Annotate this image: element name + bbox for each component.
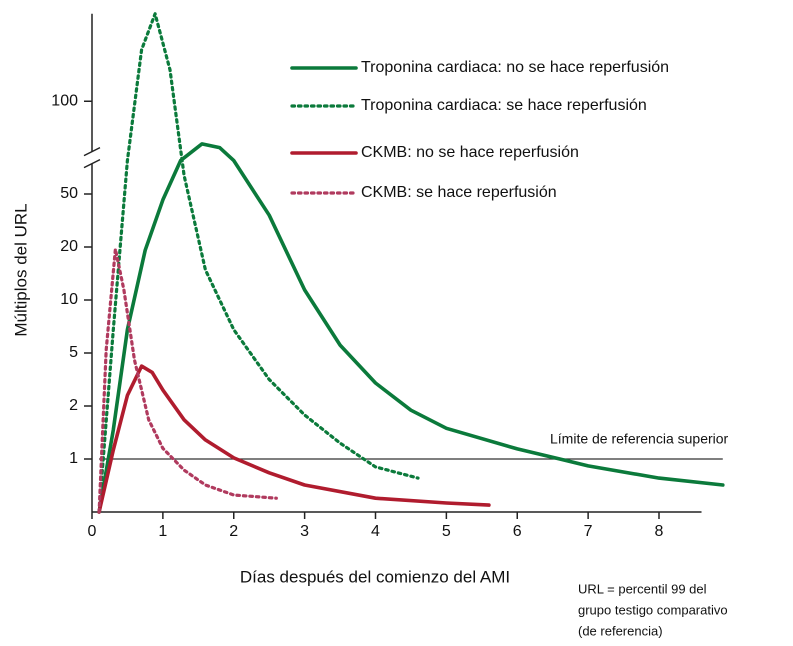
legend-label: Troponina cardiaca: no se hace reperfusi… xyxy=(361,59,669,76)
y-tick-label: 20 xyxy=(60,238,78,255)
legend-label: CKMB: se hace reperfusión xyxy=(361,184,557,201)
series-line xyxy=(97,142,725,514)
x-tick-label: 5 xyxy=(442,523,451,540)
reference-label: Límite de referencia superior xyxy=(550,431,729,447)
note: (de referencia) xyxy=(578,623,663,638)
y-tick-label: 5 xyxy=(69,344,78,361)
y-tick-label: 2 xyxy=(69,397,78,414)
y-tick-label: 1 xyxy=(69,450,78,467)
x-tick-label: 0 xyxy=(88,523,97,540)
note: URL = percentil 99 del xyxy=(578,581,707,596)
x-tick-label: 8 xyxy=(655,523,664,540)
y-tick-label: 100 xyxy=(51,92,78,109)
x-tick-label: 3 xyxy=(300,523,309,540)
x-tick-label: 1 xyxy=(158,523,167,540)
x-tick-label: 2 xyxy=(229,523,238,540)
y-tick-label: 10 xyxy=(60,291,78,308)
axis-break xyxy=(83,146,101,169)
x-tick-label: 7 xyxy=(584,523,593,540)
series-line xyxy=(97,247,278,514)
legend-label: Troponina cardiaca: se hace reperfusión xyxy=(361,97,647,114)
series-line xyxy=(97,12,420,514)
y-axis-label: Múltiplos del URL xyxy=(11,203,30,336)
y-tick-label: 50 xyxy=(60,185,78,202)
x-axis-label: Días después del comienzo del AMI xyxy=(240,567,510,586)
note: grupo testigo comparativo xyxy=(578,602,728,617)
x-tick-label: 6 xyxy=(513,523,522,540)
x-tick-label: 4 xyxy=(371,523,380,540)
legend-label: CKMB: no se hace reperfusión xyxy=(361,144,579,161)
series-line xyxy=(97,364,491,514)
